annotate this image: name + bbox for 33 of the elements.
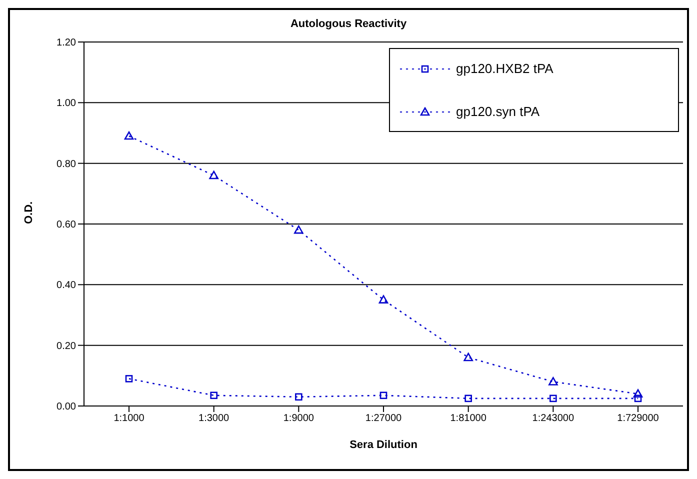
x-tick-label: 1:9000 [283,413,314,424]
y-tick-label: 0.00 [56,402,76,413]
point [125,375,133,382]
x-tick-label: 1:729000 [617,413,660,424]
point [633,389,643,398]
point [380,392,388,400]
legend-label: gp120.HXB2 tPA [456,61,554,76]
point [550,394,557,402]
x-tick-label: 1:81000 [450,413,487,424]
x-tick-label: 1:3000 [198,413,230,424]
y-tick-label: 0.20 [56,340,76,352]
x-axis-title: Sera Dilution [350,439,418,451]
point [464,394,472,402]
y-tick-label: 1.20 [56,38,76,49]
y-tick-label: 0.80 [56,158,76,170]
point [548,377,558,386]
x-tick-label: 1:1000 [114,413,145,424]
y-axis-title: O.D. [22,201,35,224]
chart-title: Autologous Reactivity [289,18,408,30]
point [294,225,304,234]
y-tick-label: 0.40 [56,280,76,292]
y-tick-label: 0.60 [56,220,76,231]
legend-label: gp120.syn tPA [456,104,540,119]
point [209,170,218,180]
x-tick-label: 1:243000 [532,413,574,424]
point [210,392,218,400]
x-tick-label: 1:27000 [365,413,402,424]
point [634,394,642,402]
point [378,295,388,304]
y-tick-label: 1.00 [56,98,76,110]
point [124,131,134,140]
point [464,352,473,362]
point [295,393,302,401]
